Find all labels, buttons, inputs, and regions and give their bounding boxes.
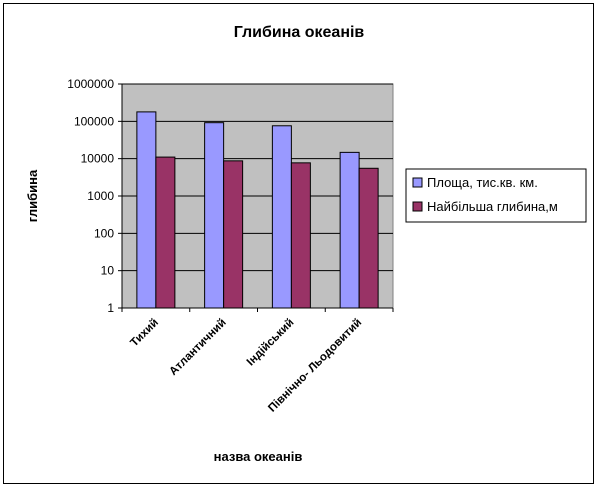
- y-axis-ticks: 1000000 100000 10000 1000 100 10 1: [67, 77, 393, 315]
- legend-label: Найбільша глибина,м: [427, 199, 558, 214]
- y-tick-label: 1000: [87, 189, 114, 203]
- legend-swatch: [412, 201, 423, 212]
- legend: Площа, тис.кв. км. Найбільша глибина,м: [405, 168, 587, 223]
- bar: [290, 162, 311, 309]
- x-category-label: Тихий: [128, 317, 161, 350]
- y-axis-title: глибина: [25, 169, 40, 222]
- x-axis-title: назва океанів: [214, 449, 303, 464]
- bars: [136, 111, 379, 309]
- legend-box: [405, 168, 587, 223]
- y-tick-label: 10: [101, 264, 115, 278]
- y-tick-label: 100000: [74, 114, 114, 128]
- chart-title: Глибина океанів: [234, 24, 365, 41]
- bar: [204, 122, 225, 309]
- y-tick-label: 1: [107, 301, 114, 315]
- x-category-label: Атлантичний: [167, 317, 228, 378]
- y-tick-label: 100: [94, 226, 114, 240]
- bar: [136, 111, 157, 309]
- legend-swatch: [412, 177, 423, 188]
- y-tick-label: 10000: [81, 152, 115, 166]
- bar: [223, 160, 244, 309]
- y-tick-label: 1000000: [67, 77, 114, 91]
- bar: [358, 167, 379, 309]
- legend-label: Площа, тис.кв. км.: [427, 175, 538, 190]
- bar: [271, 125, 292, 309]
- x-category-label: Індійський: [245, 317, 297, 369]
- bar: [339, 151, 360, 309]
- bar: [155, 156, 176, 309]
